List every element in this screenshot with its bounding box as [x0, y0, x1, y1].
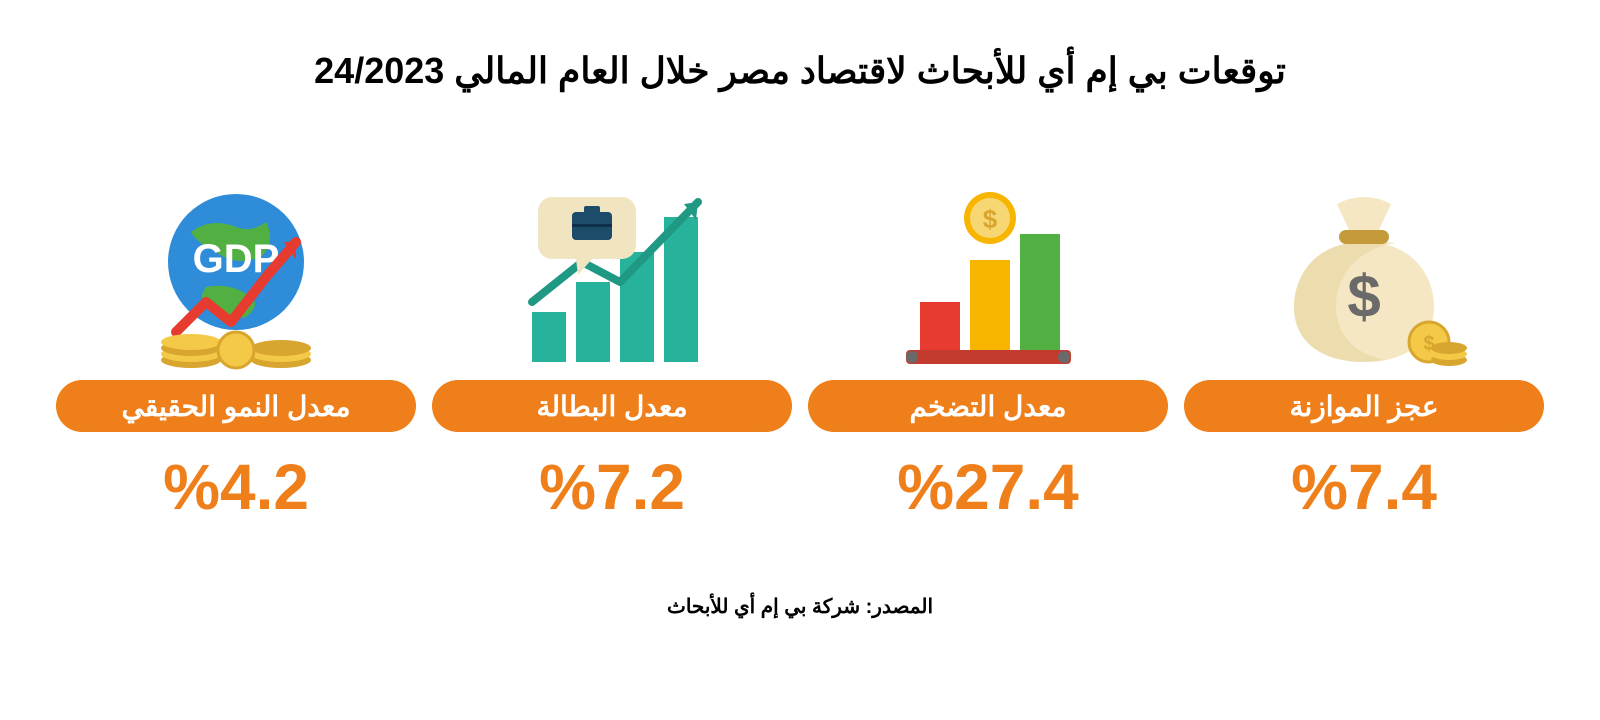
- metric-label-pill: معدل البطالة: [432, 380, 792, 432]
- metric-label: معدل النمو الحقيقي: [121, 390, 350, 423]
- gdp-globe-icon: GDP: [56, 182, 416, 372]
- metric-label-pill: عجز الموازنة: [1184, 380, 1544, 432]
- metric-value: %7.2: [539, 450, 685, 524]
- metric-label: معدل البطالة: [536, 390, 687, 423]
- svg-text:$: $: [1347, 263, 1380, 330]
- money-bag-icon: $ $: [1184, 182, 1544, 372]
- metric-label-pill: معدل النمو الحقيقي: [56, 380, 416, 432]
- metric-inflation: $ معدل التضخم %27.4: [808, 182, 1168, 524]
- metrics-row: GDP معدل النمو الحقيقي %4.2: [40, 182, 1560, 524]
- infographic-title: توقعات بي إم أي للأبحاث لاقتصاد مصر خلال…: [314, 50, 1286, 92]
- metric-value: %4.2: [163, 450, 309, 524]
- metric-real-growth: GDP معدل النمو الحقيقي %4.2: [56, 182, 416, 524]
- source-text: المصدر: شركة بي إم أي للأبحاث: [667, 594, 933, 619]
- inflation-bars-icon: $: [808, 182, 1168, 372]
- metric-budget-deficit: $ $ عجز الموازنة %7.4: [1184, 182, 1544, 524]
- metric-unemployment: معدل البطالة %7.2: [432, 182, 792, 524]
- svg-text:$: $: [983, 204, 998, 234]
- metric-label: معدل التضخم: [909, 390, 1066, 423]
- metric-label-pill: معدل التضخم: [808, 380, 1168, 432]
- unemployment-chart-icon: [432, 182, 792, 372]
- metric-value: %7.4: [1291, 450, 1437, 524]
- metric-value: %27.4: [897, 450, 1078, 524]
- metric-label: عجز الموازنة: [1289, 390, 1438, 423]
